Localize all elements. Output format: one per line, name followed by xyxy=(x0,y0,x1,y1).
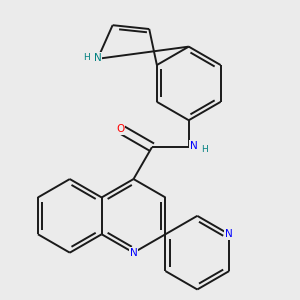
Text: O: O xyxy=(116,124,124,134)
Text: H: H xyxy=(84,53,90,62)
Text: N: N xyxy=(130,248,137,258)
Text: N: N xyxy=(190,141,197,151)
Text: N: N xyxy=(225,229,233,239)
Text: H: H xyxy=(201,145,208,154)
Text: N: N xyxy=(94,53,101,63)
